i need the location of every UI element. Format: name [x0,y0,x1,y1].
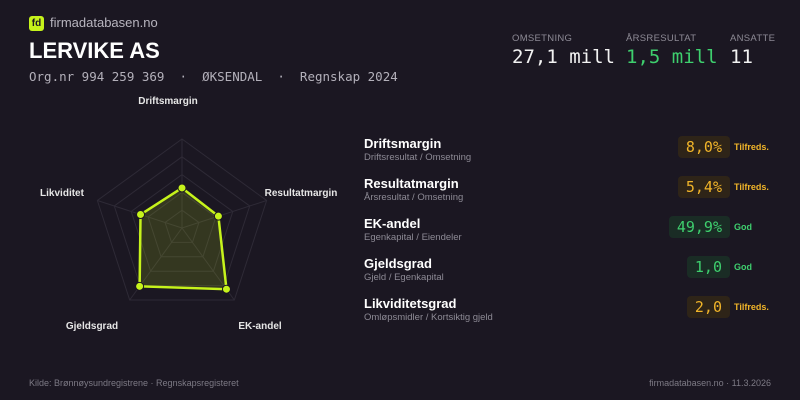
metric-value-badge: 2,0 [686,296,730,318]
metric-name: Driftsmargin [364,136,442,151]
axis-label-likviditet: Likviditet [40,188,84,199]
metric-formula: Omløpsmidler / Kortsiktig gjeld [364,312,493,323]
metric-status: Tilfreds. [734,302,769,312]
axis-label-driftsmargin: Driftsmargin [138,96,198,107]
metric-name: Likviditetsgrad [364,296,457,311]
metric-value-badge: 8,0% [677,136,730,158]
metric-value-badge: 1,0 [686,256,730,278]
metric-row: Driftsmargin Driftsresultat / Omsetning … [364,136,784,172]
metric-row: Likviditetsgrad Omløpsmidler / Kortsikti… [364,296,784,332]
axis-label-ek-andel: EK-andel [238,321,282,332]
kpi-value-result: 1,5 mill [626,46,718,68]
grid-ring [113,156,251,287]
kpi-label-result: ÅRSRESULTAT [626,33,697,44]
metric-status: Tilfreds. [734,182,769,192]
kpi-value-employees: 11 [730,46,753,68]
metric-formula: Driftsresultat / Omsetning [364,152,472,163]
company-subtitle: Org.nr 994 259 369 · ØKSENDAL · Regnskap… [29,69,398,84]
radar-series [138,186,228,291]
metric-formula: Årsresultat / Omsetning [364,192,464,203]
metric-value-badge: 5,4% [677,176,730,198]
axis-label-resultatmargin: Resultatmargin [264,188,338,199]
company-name: LERVIKE AS [29,38,160,63]
radar-point-resultatmargin [213,211,223,221]
grid-ring [164,209,200,243]
kpi-label-employees: ANSATTE [730,33,776,44]
metric-value-badge: 49,9% [668,216,730,238]
grid-ring [96,138,268,301]
metric-row: EK-andel Egenkapital / Eiendeler 49,9% G… [364,216,784,252]
metric-status: God [734,222,752,232]
axis-label-gjeldsgrad: Gjeldsgrad [65,321,119,332]
brand-name[interactable]: firmadatabasen.no [50,15,158,30]
metric-formula: Egenkapital / Eiendeler [364,232,462,243]
grid-ring [130,173,234,272]
radar-point-gjeldsgrad [135,281,145,291]
metric-name: Resultatmargin [364,176,459,191]
kpi-label-revenue: OMSETNING [512,33,573,44]
metric-formula: Gjeld / Egenkapital [364,272,444,283]
metric-status: God [734,262,752,272]
radar-point-likviditet [136,210,146,220]
grid-ring [147,191,217,258]
radar-point-ek-andel [221,284,231,294]
metric-status: Tilfreds. [734,142,769,152]
grid-spoke [181,200,267,229]
metric-name: Gjeldsgrad [364,256,432,271]
logo-icon: fd [29,16,44,31]
footer-source: Kilde: Brønnøysundregistrene · Regnskaps… [29,378,239,388]
metric-name: EK-andel [364,216,421,231]
metric-row: Resultatmargin Årsresultat / Omsetning 5… [364,176,784,212]
kpi-value-revenue: 27,1 mill [512,46,615,68]
metric-row: Gjeldsgrad Gjeld / Egenkapital 1,0 God [364,256,784,292]
radar-point-driftsmargin [177,183,187,193]
radar-chart [96,138,268,301]
footer-right: firmadatabasen.no · 11.3.2026 [649,378,771,388]
